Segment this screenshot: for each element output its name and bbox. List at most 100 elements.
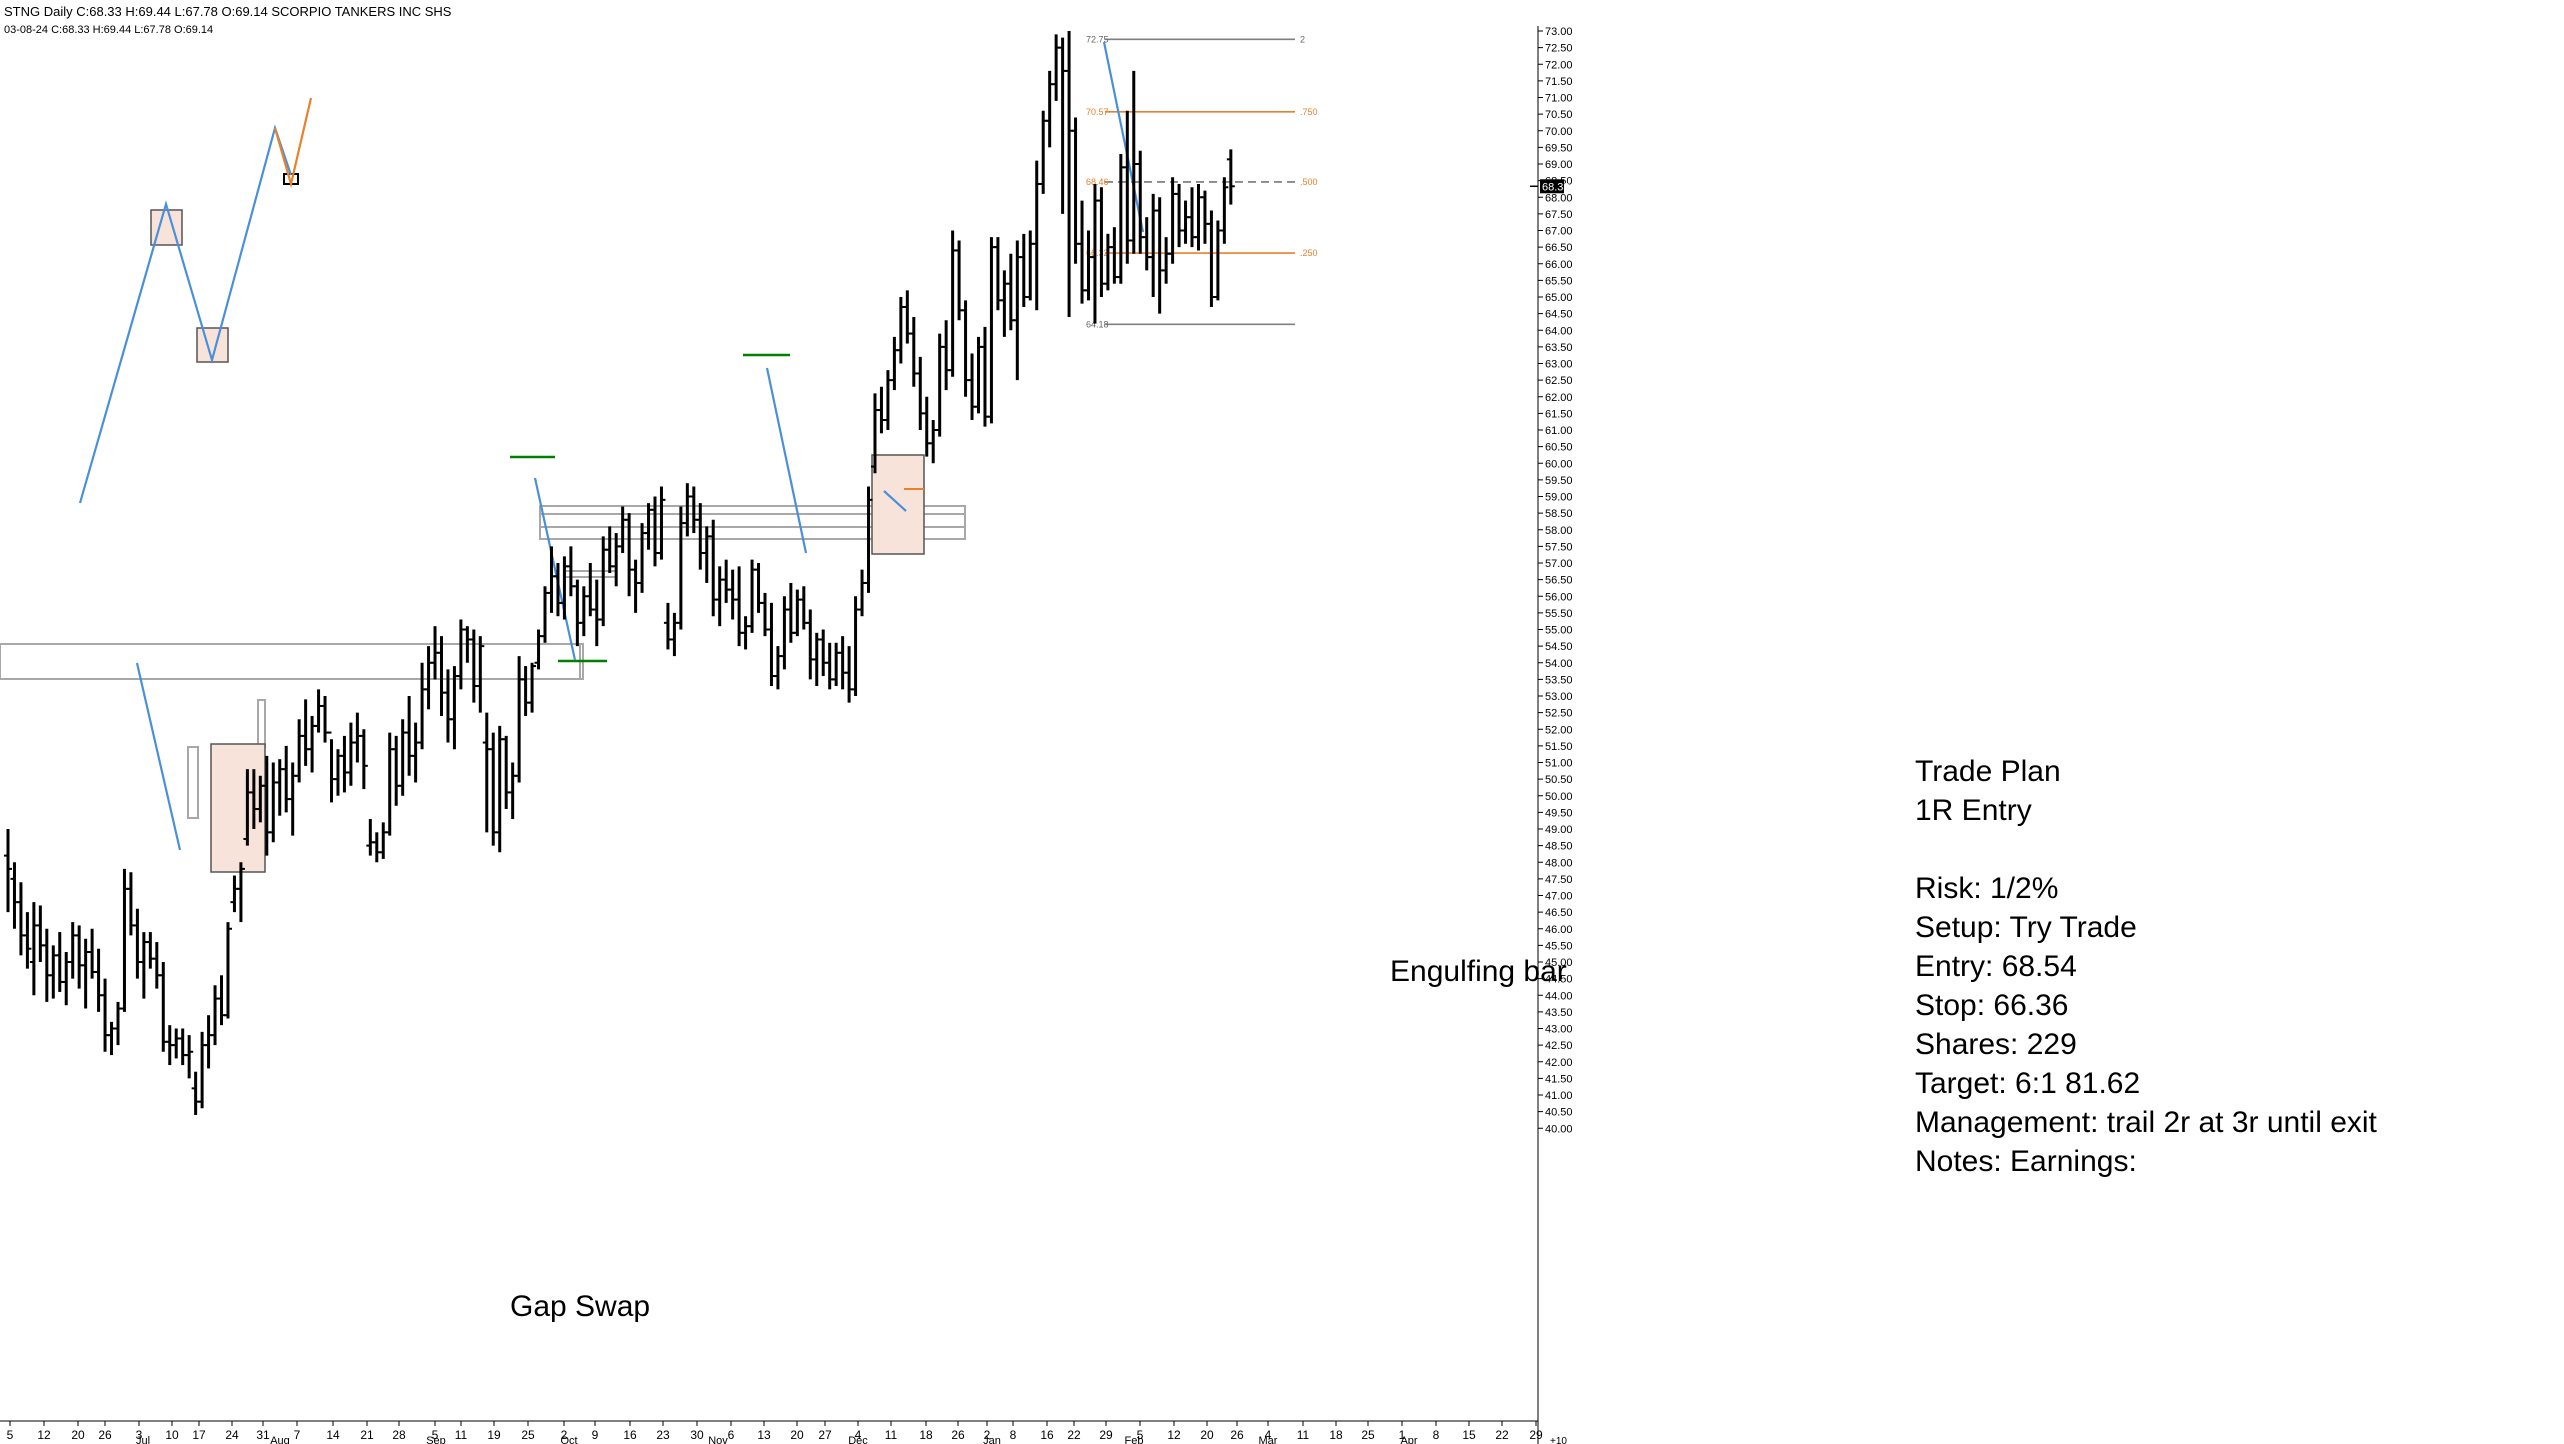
date-tick-label: 26 xyxy=(951,1428,965,1442)
date-tick-label: 18 xyxy=(919,1428,933,1442)
price-tick-label: 50.50 xyxy=(1545,774,1573,786)
price-tick-label: 57.00 xyxy=(1545,558,1573,570)
fib-levels: 72.75 2 70.57 .750 68.46 .500 66.32 .250 64.18 xyxy=(1086,34,1318,329)
date-tick-label: 26 xyxy=(1230,1428,1244,1442)
fib-price-label: 68.46 xyxy=(1086,177,1109,187)
price-tick-label: 54.00 xyxy=(1545,658,1573,670)
price-tick-label: 65.00 xyxy=(1545,292,1573,304)
date-tick-label: 18 xyxy=(1329,1428,1343,1442)
price-tick-label: 59.00 xyxy=(1545,492,1573,504)
price-tick-label: 49.00 xyxy=(1545,824,1573,836)
date-tick-label: 28 xyxy=(392,1428,406,1442)
price-tick-label: 70.50 xyxy=(1545,109,1573,121)
price-tick-label: 44.50 xyxy=(1545,974,1573,986)
date-tick-label: 31 xyxy=(256,1428,270,1442)
price-tick-label: 70.00 xyxy=(1545,126,1573,138)
date-tick-label: 20 xyxy=(71,1428,85,1442)
price-tick-label: 60.00 xyxy=(1545,458,1573,470)
price-tick-label: 42.50 xyxy=(1545,1040,1573,1052)
price-tick-label: 58.00 xyxy=(1545,525,1573,537)
trade-plan-risk: Risk: 1/2% xyxy=(1915,872,2059,905)
price-tick-label: 64.00 xyxy=(1545,325,1573,337)
time-axis: 5 12 20 26 3 10 17 24 31 7 14 21 28 5 11 19 25 2 9 16 23 30 6 1… xyxy=(0,1420,1567,1444)
date-tick-label: 2 xyxy=(984,1428,991,1442)
price-tick-label: 52.00 xyxy=(1545,724,1573,736)
month-label: Nov xyxy=(708,1435,728,1444)
price-tick-label: 44.00 xyxy=(1545,990,1573,1002)
date-tick-label: 22 xyxy=(1067,1428,1081,1442)
swing-line xyxy=(883,490,907,512)
price-tick-label: 53.50 xyxy=(1545,674,1573,686)
price-tick-label: 41.00 xyxy=(1545,1090,1573,1102)
ohlc-bar xyxy=(223,922,232,1019)
price-tick-label: 58.50 xyxy=(1545,508,1573,520)
date-tick-label: 13 xyxy=(757,1428,771,1442)
last-price-box xyxy=(1540,179,1564,194)
ohlc-bar xyxy=(657,486,666,560)
fib-price-label: 70.57 xyxy=(1086,107,1109,117)
ohlc-bar xyxy=(476,636,485,713)
fib-ratio-label: 2 xyxy=(1300,34,1305,44)
fib-price-label: 66.32 xyxy=(1086,248,1109,258)
ohlc-bars xyxy=(4,31,1235,1115)
chart-subheader: 03-08-24 C:68.33 H:69.44 L:67.78 O:69.14 xyxy=(4,24,214,36)
price-tick-label: 73.00 xyxy=(1545,26,1573,38)
last-price-label: 68.33 xyxy=(1542,181,1570,193)
trade-plan-setup: Setup: Try Trade xyxy=(1915,911,2137,944)
swing-line xyxy=(135,662,182,851)
price-tick-label: 41.50 xyxy=(1545,1073,1573,1085)
price-tick-label: 50.00 xyxy=(1545,791,1573,803)
trade-plan-title: Trade Plan xyxy=(1915,755,2061,788)
trade-plan-management: Management: trail 2r at 3r until exit xyxy=(1915,1106,2377,1139)
ohlc-bar xyxy=(185,1035,194,1079)
date-tick-label: 6 xyxy=(728,1428,735,1442)
date-tick-label: 16 xyxy=(1040,1428,1054,1442)
ohlc-bar xyxy=(4,829,12,913)
trade-plan: Trade Plan 1R Entry Risk: 1/2% Setup: Tr… xyxy=(1915,752,2377,1181)
annotation-zones xyxy=(0,173,966,873)
trade-plan-subtitle: 1R Entry xyxy=(1915,794,2032,827)
swing-line xyxy=(1102,41,1145,233)
date-tick-label: 20 xyxy=(1200,1428,1214,1442)
fib-ratio-label: .250 xyxy=(1300,248,1318,258)
date-tick-label: 29 xyxy=(1099,1428,1113,1442)
price-tick-label: 61.00 xyxy=(1545,425,1573,437)
price-tick-label: 68.00 xyxy=(1545,192,1573,204)
price-tick-label: 47.50 xyxy=(1545,874,1573,886)
date-tick-label: 25 xyxy=(1361,1428,1375,1442)
price-tick-label: 69.50 xyxy=(1545,142,1573,154)
month-label: Mar xyxy=(1259,1435,1278,1444)
trade-plan-stop: Stop: 66.36 xyxy=(1915,989,2069,1022)
price-tick-label: 40.00 xyxy=(1545,1123,1573,1135)
date-tick-label: 7 xyxy=(294,1428,301,1442)
gap-swap-label: Gap Swap xyxy=(510,1290,651,1323)
ohlc-bar xyxy=(528,662,537,713)
price-tick-label: 72.00 xyxy=(1545,59,1573,71)
price-tick-label: 53.00 xyxy=(1545,691,1573,703)
price-tick-label: 54.50 xyxy=(1545,641,1573,653)
price-tick-label: 55.50 xyxy=(1545,608,1573,620)
price-tick-label: 66.00 xyxy=(1545,259,1573,271)
ohlc-bar xyxy=(359,729,368,790)
price-tick-label: 55.00 xyxy=(1545,625,1573,637)
gap-box xyxy=(539,505,966,540)
price-tick-label: 49.50 xyxy=(1545,807,1573,819)
price-tick-label: 64.50 xyxy=(1545,309,1573,321)
date-tick-label: 27 xyxy=(818,1428,832,1442)
price-tick-label: 52.50 xyxy=(1545,708,1573,720)
price-tick-label: 57.50 xyxy=(1545,541,1573,553)
date-tick-label: 24 xyxy=(225,1428,239,1442)
date-tick-label: 26 xyxy=(98,1428,112,1442)
fib-price-label: 72.75 xyxy=(1086,34,1109,44)
date-tick-label: 5 xyxy=(7,1428,14,1442)
price-tick-label: 47.00 xyxy=(1545,891,1573,903)
price-tick-label: 48.50 xyxy=(1545,841,1573,853)
price-axis: 73.00 72.50 72.00 71.50 71.00 70.50 70.00 69.50… xyxy=(1530,26,1573,1444)
date-tick-label: 1 xyxy=(1399,1428,1406,1442)
ohlc-bar xyxy=(23,912,32,969)
date-tick-label: 23 xyxy=(656,1428,670,1442)
date-tick-label: 5 xyxy=(432,1428,439,1442)
price-tick-label: 72.50 xyxy=(1545,43,1573,55)
date-tick-label: 14 xyxy=(326,1428,340,1442)
